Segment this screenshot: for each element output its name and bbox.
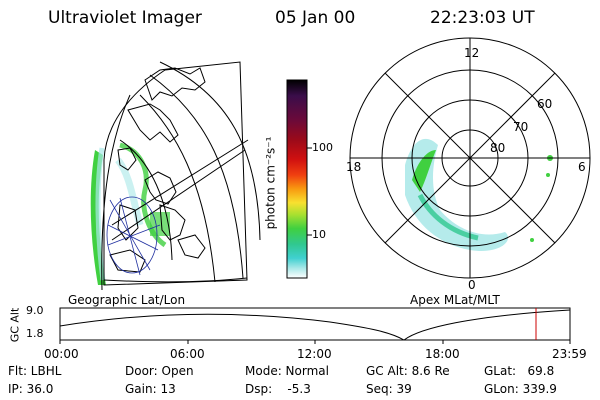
altitude-ylabel: GC Alt [8, 307, 22, 343]
colorbar-tick-100: 100 [312, 141, 333, 154]
mlt-label-0: 0 [468, 278, 476, 292]
instrument-title: Ultraviolet Imager [48, 8, 202, 28]
info-glat: GLat: 69.8 [484, 364, 555, 378]
info-ip: IP: 36.0 [8, 382, 54, 396]
mlat-label-80: 80 [490, 141, 506, 155]
geographic-map-label: Geographic Lat/Lon [68, 293, 186, 307]
mlat-label-70: 70 [513, 120, 529, 134]
info-gc-alt: GC Alt: 8.6 Re [366, 364, 450, 378]
mlt-label-18: 18 [346, 160, 362, 174]
altitude-xtick-1200: 12:00 [297, 347, 332, 361]
image-date: 05 Jan 00 [275, 8, 356, 28]
info-dsp: Dsp: -5.3 [245, 382, 311, 396]
colorbar-tick-10: 10 [312, 228, 326, 241]
polar-aurora [405, 138, 553, 251]
mlat-label-60: 60 [537, 97, 553, 111]
colorbar [286, 79, 312, 279]
geographic-map [90, 61, 261, 291]
altitude-plot [59, 307, 571, 344]
mlt-label-12: 12 [464, 46, 480, 60]
info-door: Door: Open [125, 364, 194, 378]
polar-plot-label: Apex MLat/MLT [410, 293, 500, 307]
geo-aurora-band [90, 142, 170, 285]
polar-plot [349, 37, 591, 279]
altitude-ytick-low: 1.8 [26, 327, 44, 340]
info-gain: Gain: 13 [125, 382, 176, 396]
altitude-xtick-1800: 18:00 [425, 347, 460, 361]
colorbar-unit-label: photon cm⁻²s⁻¹ [263, 136, 278, 230]
altitude-xtick-2359: 23:59 [552, 347, 587, 361]
info-mode: Mode: Normal [245, 364, 329, 378]
info-filter: Flt: LBHL [8, 364, 62, 378]
altitude-ytick-high: 9.0 [26, 304, 44, 317]
info-seq: Seq: 39 [366, 382, 412, 396]
info-glon: GLon: 339.9 [484, 382, 557, 396]
image-time: 22:23:03 UT [430, 8, 535, 28]
altitude-xtick-0000: 00:00 [44, 347, 79, 361]
mlt-label-6: 6 [578, 160, 586, 174]
altitude-xtick-0600: 06:00 [170, 347, 205, 361]
